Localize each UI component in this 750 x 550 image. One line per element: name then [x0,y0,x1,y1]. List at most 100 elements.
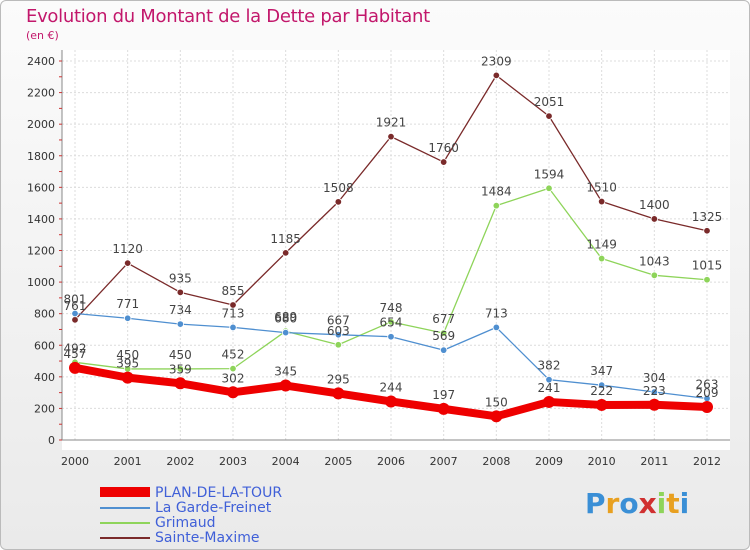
data-label-plan-de-la-tour: 197 [432,388,455,402]
data-point-la-garde-freinet [597,381,606,389]
data-label-grimaud: 603 [327,324,350,338]
data-point-grimaud [229,364,237,373]
data-point-sainte-maxime [71,316,79,324]
data-label-plan-de-la-tour: 241 [538,381,561,395]
data-point-grimaud [597,254,606,263]
data-point-grimaud [650,271,659,279]
data-label-grimaud: 1015 [692,259,723,273]
axes: 0 200 400 600 800 1000 1200 1400 1600 1800 2000 220… [27,50,730,468]
data-label-sainte-maxime: 1185 [270,232,301,246]
chart-title: Evolution du Montant de la Dette par Hab… [26,6,430,27]
data-label-sainte-maxime: 2051 [534,95,565,109]
y-tick-label: 2400 [27,55,55,68]
data-point-grimaud [334,341,343,349]
data-label-la-garde-freinet: 667 [327,314,350,328]
data-label-la-garde-freinet: 347 [590,364,613,378]
data-point-plan-de-la-tour [437,402,450,415]
data-point-la-garde-freinet [176,320,185,328]
y-tick-label: 1800 [27,150,55,163]
data-point-la-garde-freinet [545,375,553,384]
data-point-sainte-maxime [650,215,659,223]
data-point-plan-de-la-tour [279,379,292,392]
data-label-grimaud: 1484 [481,185,512,199]
data-point-la-garde-freinet [334,330,343,339]
data-label-la-garde-freinet: 713 [485,306,508,320]
data-point-la-garde-freinet [229,323,237,332]
data-point-plan-de-la-tour [385,395,397,408]
data-point-plan-de-la-tour [490,410,503,423]
data-label-la-garde-freinet: 680 [274,312,297,326]
data-label-la-garde-freinet: 263 [696,377,719,391]
data-point-sainte-maxime [439,158,448,166]
data-label-sainte-maxime: 1508 [323,181,354,195]
y-tick-label: 600 [34,339,55,352]
data-labels: 761 1120 935 855 1185 1508 1921 1760 2309 2051 151… [64,54,723,409]
legend-swatch [100,487,150,497]
legend-label: Grimaud [155,515,216,531]
x-tick-label: 2009 [535,455,563,468]
data-label-sainte-maxime: 855 [222,284,245,298]
data-label-la-garde-freinet: 771 [116,297,139,311]
data-point-la-garde-freinet [387,333,395,341]
legend-swatch [100,537,150,539]
y-tick-label: 800 [34,308,55,321]
x-tick-label: 2000 [61,455,89,468]
x-tick-label: 2004 [272,455,300,468]
data-label-sainte-maxime: 1400 [639,198,670,212]
y-tick-label: 1400 [27,213,55,226]
data-point-sainte-maxime [492,71,501,80]
data-label-grimaud: 1594 [534,167,565,181]
data-label-grimaud: 689 [274,310,297,324]
data-label-la-garde-freinet: 569 [432,329,455,343]
y-tick-label: 0 [48,434,55,447]
data-label-grimaud: 1043 [639,254,670,268]
legend-label: La Garde-Freinet [155,500,272,516]
data-point-plan-de-la-tour [227,386,239,399]
data-label-sainte-maxime: 761 [64,299,87,313]
x-tick-label: 2011 [640,455,668,468]
data-point-grimaud [492,201,501,210]
x-tick-label: 2002 [166,455,194,468]
data-point-la-garde-freinet [492,323,501,332]
data-point-grimaud [176,365,185,373]
data-label-grimaud: 748 [380,301,403,315]
data-label-plan-de-la-tour: 359 [169,362,192,376]
x-tick-label: 2008 [482,455,510,468]
y-tick-label: 1600 [27,181,55,194]
data-label-la-garde-freinet: 713 [222,306,245,320]
x-tick-label: 2005 [324,455,352,468]
data-label-plan-de-la-tour: 150 [485,395,508,409]
chart-subtitle: (en €) [26,29,59,42]
data-point-plan-de-la-tour [701,400,713,413]
data-point-plan-de-la-tour [332,387,345,400]
x-tick-label: 2010 [588,455,616,468]
y-tick-label: 2000 [27,118,55,131]
data-label-sainte-maxime: 2309 [481,54,512,68]
data-label-grimaud: 450 [169,348,192,362]
data-label-plan-de-la-tour: 244 [380,380,403,394]
data-point-plan-de-la-tour [121,371,134,384]
data-point-la-garde-freinet [281,328,290,337]
data-point-sainte-maxime [281,249,290,257]
data-label-plan-de-la-tour: 302 [222,371,245,385]
data-label-sainte-maxime: 1120 [112,242,143,256]
data-label-grimaud: 492 [64,341,87,355]
x-tick-label: 2003 [219,455,247,468]
data-label-la-garde-freinet: 801 [64,293,87,307]
data-label-la-garde-freinet: 304 [643,371,666,385]
data-point-la-garde-freinet [439,346,448,354]
legend-label: Sainte-Maxime [155,530,260,546]
legend-swatch [100,507,150,509]
y-tick-label: 1200 [27,245,55,258]
data-label-grimaud: 452 [222,348,245,362]
data-point-sainte-maxime [545,112,553,120]
data-label-sainte-maxime: 935 [169,271,192,285]
data-label-grimaud: 1149 [586,238,617,252]
data-label-sainte-maxime: 1760 [428,141,459,155]
data-point-la-garde-freinet [123,314,132,322]
data-point-plan-de-la-tour [648,398,661,411]
data-point-plan-de-la-tour [69,361,81,374]
data-label-la-garde-freinet: 382 [538,359,561,373]
data-label-plan-de-la-tour: 457 [64,347,87,361]
